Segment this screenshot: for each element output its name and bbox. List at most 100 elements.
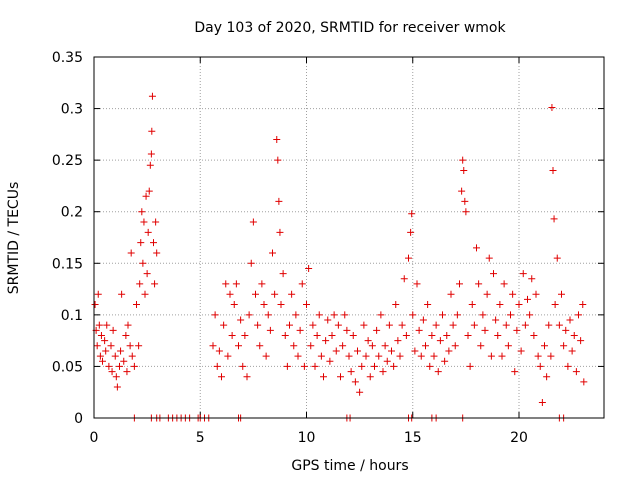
- data-point: [379, 368, 387, 376]
- data-point: [459, 156, 467, 164]
- data-point: [390, 362, 398, 370]
- data-point: [218, 373, 225, 381]
- data-point: [275, 197, 283, 205]
- x-tick-label: 5: [196, 430, 205, 446]
- y-axis-ticks: 0 0.05 0.1 0.15 0.2 0.25 0.3 0.35: [52, 50, 604, 427]
- data-point: [558, 290, 565, 298]
- data-point: [147, 150, 155, 158]
- data-point: [430, 352, 438, 360]
- x-axis-ticks: 0 5 10 15 20: [90, 57, 528, 446]
- data-point: [94, 290, 102, 298]
- data-point: [237, 316, 245, 324]
- data-point: [479, 311, 487, 319]
- data-point: [422, 342, 429, 350]
- data-point: [473, 244, 480, 252]
- x-tick-label: 10: [298, 430, 316, 446]
- data-point: [477, 342, 485, 350]
- data-point: [324, 316, 332, 324]
- data-point: [97, 331, 105, 339]
- data-point: [139, 259, 147, 267]
- data-point: [142, 192, 150, 200]
- data-point: [417, 352, 425, 360]
- data-point: [528, 275, 536, 283]
- data-point: [538, 399, 546, 407]
- data-point: [153, 249, 161, 257]
- data-point: [436, 337, 444, 345]
- data-point: [515, 301, 523, 309]
- data-point: [254, 321, 262, 329]
- data-point: [375, 352, 383, 360]
- data-point: [343, 326, 351, 334]
- data-point: [402, 331, 410, 339]
- data-point: [532, 290, 540, 298]
- data-point: [445, 347, 453, 355]
- data-point: [405, 254, 412, 262]
- data-point: [274, 156, 282, 164]
- data-point: [564, 362, 572, 370]
- data-point: [547, 352, 555, 360]
- data-point: [144, 228, 152, 236]
- data-point: [368, 342, 376, 350]
- chart-title: Day 103 of 2020, SRMTID for receiver wmo…: [194, 20, 506, 36]
- y-tick-label: 0.1: [61, 308, 83, 324]
- data-point: [460, 166, 468, 174]
- y-tick-label: 0.2: [61, 205, 83, 221]
- data-point: [243, 373, 251, 381]
- data-point: [511, 368, 519, 376]
- data-point: [358, 362, 366, 370]
- data-point: [245, 311, 253, 319]
- data-point: [277, 301, 285, 309]
- data-point: [112, 373, 120, 381]
- data-point: [151, 280, 159, 288]
- data-point: [354, 347, 361, 355]
- data-point: [513, 326, 521, 334]
- data-point: [383, 357, 391, 365]
- data-point: [148, 92, 156, 100]
- data-point: [483, 290, 491, 298]
- data-point: [235, 342, 242, 350]
- data-point: [521, 321, 529, 329]
- data-point: [211, 311, 219, 319]
- data-point: [141, 290, 149, 298]
- data-point: [148, 127, 156, 135]
- data-point: [222, 280, 230, 288]
- data-point: [507, 311, 514, 319]
- data-point: [228, 331, 236, 339]
- data-point: [519, 270, 527, 278]
- data-point: [434, 368, 442, 376]
- data-point: [99, 357, 106, 365]
- data-point: [424, 301, 432, 309]
- x-tick-label: 20: [510, 430, 528, 446]
- data-point: [294, 352, 302, 360]
- data-point: [388, 347, 395, 355]
- data-point: [439, 311, 446, 319]
- data-point: [273, 136, 281, 144]
- data-point: [575, 311, 582, 319]
- data-point: [296, 326, 304, 334]
- data-point: [95, 321, 103, 329]
- data-point: [577, 337, 585, 345]
- data-point: [96, 352, 104, 360]
- data-point: [128, 352, 136, 360]
- data-point: [269, 249, 276, 257]
- grid: [94, 57, 604, 418]
- data-point: [411, 347, 419, 355]
- data-point: [215, 347, 223, 355]
- data-point: [103, 321, 111, 329]
- data-point: [320, 373, 327, 381]
- data-point: [579, 301, 587, 309]
- data-point: [213, 362, 221, 370]
- data-point: [315, 311, 323, 319]
- data-point: [91, 301, 99, 309]
- data-point: [286, 321, 293, 329]
- data-point: [130, 362, 138, 370]
- y-tick-label: 0.35: [52, 50, 83, 66]
- data-point: [485, 254, 493, 262]
- data-point: [560, 342, 568, 350]
- data-point: [256, 342, 264, 350]
- y-axis-label: SRMTID / TECUs: [6, 182, 22, 295]
- data-points: [91, 92, 588, 422]
- data-point: [122, 331, 130, 339]
- data-point: [123, 368, 131, 376]
- data-point: [456, 280, 463, 288]
